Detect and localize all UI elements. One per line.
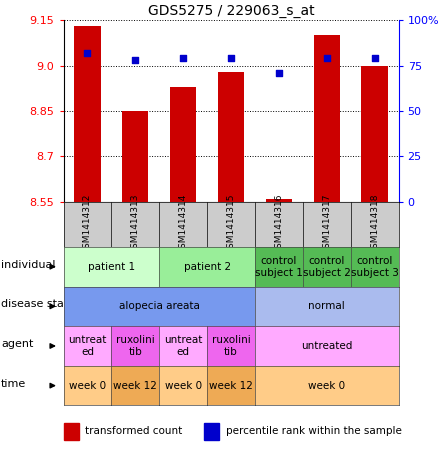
Text: individual: individual (1, 260, 56, 270)
Text: untreated: untreated (301, 341, 353, 351)
Text: disease state: disease state (1, 299, 75, 309)
Text: GSM1414317: GSM1414317 (322, 194, 331, 255)
Text: untreat
ed: untreat ed (68, 335, 106, 357)
Text: transformed count: transformed count (85, 426, 183, 437)
Text: normal: normal (308, 301, 345, 311)
Bar (361, 66, 388, 202)
Text: alopecia areata: alopecia areata (119, 301, 200, 311)
Point (84, 49, 91, 57)
Text: GSM1414316: GSM1414316 (275, 194, 283, 255)
Text: GSM1414312: GSM1414312 (83, 194, 92, 255)
Point (180, 55, 187, 62)
Text: week 12: week 12 (113, 381, 157, 390)
Point (132, 57, 139, 64)
Text: GSM1414314: GSM1414314 (179, 194, 187, 255)
Text: GSM1414318: GSM1414318 (370, 194, 379, 255)
Point (323, 55, 330, 62)
Text: ruxolini
tib: ruxolini tib (212, 335, 251, 357)
Bar (218, 72, 244, 202)
Text: ruxolini
tib: ruxolini tib (116, 335, 155, 357)
Point (228, 55, 235, 62)
Text: agent: agent (1, 339, 34, 349)
Bar (74, 26, 101, 202)
Title: GDS5275 / 229063_s_at: GDS5275 / 229063_s_at (148, 4, 314, 18)
Text: patient 2: patient 2 (184, 262, 231, 272)
Bar (266, 198, 292, 202)
Text: untreat
ed: untreat ed (164, 335, 202, 357)
Point (371, 55, 378, 62)
Text: time: time (1, 379, 26, 389)
Text: week 0: week 0 (308, 381, 345, 390)
Text: week 0: week 0 (165, 381, 202, 390)
Bar (122, 111, 148, 202)
Text: percentile rank within the sample: percentile rank within the sample (226, 426, 402, 437)
Text: control
subject 1: control subject 1 (255, 256, 303, 278)
Bar (204, 423, 219, 440)
Text: GSM1414315: GSM1414315 (226, 194, 236, 255)
Text: patient 1: patient 1 (88, 262, 135, 272)
Point (276, 69, 283, 77)
Text: GSM1414313: GSM1414313 (131, 194, 140, 255)
Bar (314, 35, 340, 202)
Text: control
subject 3: control subject 3 (351, 256, 399, 278)
Text: control
subject 2: control subject 2 (303, 256, 351, 278)
Bar (64, 423, 78, 440)
Text: week 0: week 0 (69, 381, 106, 390)
Bar (170, 87, 196, 202)
Text: week 12: week 12 (209, 381, 253, 390)
